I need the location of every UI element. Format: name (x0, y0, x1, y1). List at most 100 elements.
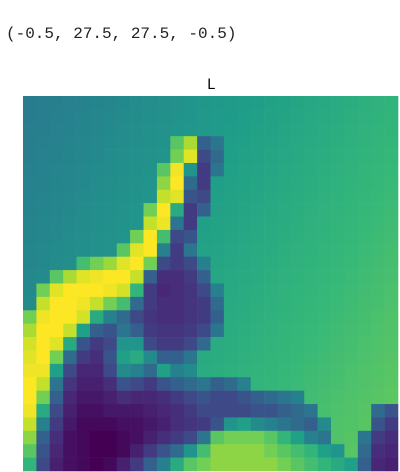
heatmap-cell (184, 136, 198, 150)
heatmap-cell (277, 310, 291, 324)
heatmap-cell (90, 123, 104, 137)
heatmap-cell (184, 297, 198, 311)
heatmap-cell (237, 417, 251, 431)
heatmap-cell (170, 243, 184, 257)
heatmap-cell (304, 190, 318, 204)
heatmap-cell (331, 96, 345, 110)
heatmap-cell (103, 350, 117, 364)
heatmap-cell (103, 364, 117, 378)
heatmap-cell (157, 109, 171, 123)
heatmap-cell (23, 270, 37, 284)
heatmap-cell (291, 377, 305, 391)
heatmap-cell (331, 123, 345, 137)
heatmap-cell (358, 310, 372, 324)
heatmap-cell (264, 431, 278, 445)
heatmap-cell (23, 163, 37, 177)
heatmap-cell (170, 230, 184, 244)
heatmap-cell (130, 190, 144, 204)
heatmap-cell (103, 190, 117, 204)
heatmap-cell (318, 417, 332, 431)
heatmap-cell (371, 458, 385, 472)
heatmap-cell (304, 136, 318, 150)
heatmap-cell (304, 337, 318, 351)
heatmap-cell (358, 377, 372, 391)
heatmap-cell (184, 203, 198, 217)
heatmap-cell (184, 444, 198, 458)
heatmap-cell (23, 123, 37, 137)
heatmap-cell (371, 257, 385, 271)
heatmap-cell (344, 136, 358, 150)
heatmap-cell (385, 243, 399, 257)
heatmap-cell (77, 310, 91, 324)
heatmap-cell (103, 257, 117, 271)
heatmap-cell (144, 109, 158, 123)
heatmap-cell (36, 123, 50, 137)
heatmap-cell (211, 364, 225, 378)
heatmap-cell (63, 176, 77, 190)
heatmap-cell (385, 431, 399, 445)
heatmap-cell (197, 163, 211, 177)
heatmap-cell (103, 284, 117, 298)
heatmap-cell (36, 176, 50, 190)
heatmap-cell (318, 203, 332, 217)
heatmap-cell (277, 257, 291, 271)
heatmap-cell (371, 310, 385, 324)
heatmap-cell (50, 458, 64, 472)
heatmap-cell (184, 404, 198, 418)
heatmap-cell (144, 123, 158, 137)
heatmap-cell (277, 391, 291, 405)
heatmap-cell (318, 109, 332, 123)
heatmap-cell (50, 163, 64, 177)
heatmap-cell (90, 284, 104, 298)
heatmap-cell (130, 176, 144, 190)
heatmap-cell (237, 243, 251, 257)
heatmap-cell (90, 337, 104, 351)
heatmap-cell (36, 444, 50, 458)
heatmap-cell (277, 431, 291, 445)
heatmap-cell (344, 337, 358, 351)
heatmap-cell (144, 270, 158, 284)
heatmap-cell (197, 96, 211, 110)
heatmap-cell (197, 217, 211, 231)
heatmap-cell (344, 123, 358, 137)
heatmap-cell (103, 176, 117, 190)
heatmap-cell (224, 243, 238, 257)
heatmap-cell (264, 444, 278, 458)
heatmap-cell (358, 203, 372, 217)
heatmap-cell (237, 404, 251, 418)
heatmap-cell (344, 444, 358, 458)
heatmap-cell (170, 458, 184, 472)
heatmap-cell (304, 391, 318, 405)
heatmap-cell (371, 243, 385, 257)
heatmap-cell (103, 458, 117, 472)
heatmap-cell (117, 203, 131, 217)
heatmap-cell (224, 444, 238, 458)
heatmap-cell (170, 136, 184, 150)
heatmap-cell (77, 324, 91, 338)
heatmap-cell (318, 136, 332, 150)
heatmap-cell (291, 257, 305, 271)
heatmap-cell (117, 150, 131, 164)
heatmap-cell (157, 297, 171, 311)
heatmap-cell (130, 257, 144, 271)
heatmap-cell (251, 404, 265, 418)
heatmap-cell (184, 150, 198, 164)
heatmap-cell (103, 150, 117, 164)
heatmap-cell (344, 284, 358, 298)
heatmap-cell (291, 324, 305, 338)
heatmap-cell (63, 431, 77, 445)
heatmap-cell (371, 230, 385, 244)
heatmap-cell (251, 230, 265, 244)
heatmap-cell (277, 377, 291, 391)
heatmap-cell (264, 337, 278, 351)
heatmap-cell (318, 297, 332, 311)
chart-title: L (207, 77, 215, 93)
heatmap-cell (304, 96, 318, 110)
heatmap-cell (144, 337, 158, 351)
heatmap-cell (90, 458, 104, 472)
heatmap-cell (304, 243, 318, 257)
heatmap-cell (103, 324, 117, 338)
heatmap-cell (23, 176, 37, 190)
heatmap-cell (371, 297, 385, 311)
heatmap-cell (170, 203, 184, 217)
